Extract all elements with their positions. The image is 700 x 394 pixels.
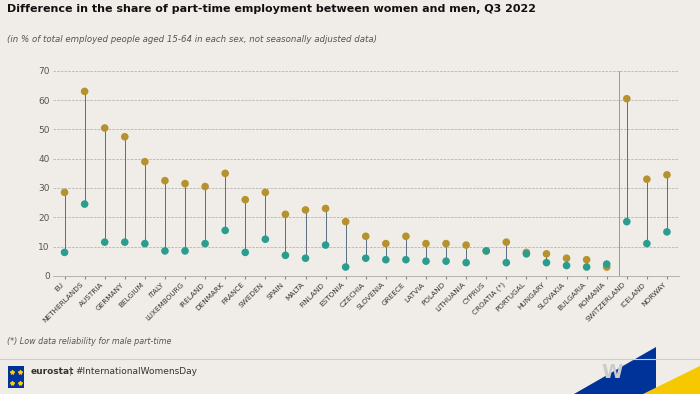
Point [300,255,311,261]
Point [340,219,351,225]
Point [260,189,271,195]
Point [220,227,231,234]
Point [260,236,271,242]
Point [641,176,652,182]
Point [621,219,632,225]
Point [662,229,673,235]
Point [340,264,351,270]
Point [119,239,130,245]
Point [662,172,673,178]
Point [440,258,452,264]
Point [239,197,251,203]
Point [561,255,572,261]
Point [280,252,291,258]
Point [601,261,612,267]
Point [160,248,171,254]
Point [99,239,111,245]
Point [179,180,190,187]
Point [641,240,652,247]
Point [59,249,70,256]
Point [500,239,512,245]
Point [79,88,90,95]
Point [199,183,211,190]
Point [500,260,512,266]
Point [481,248,492,254]
Text: W: W [601,363,622,382]
Point [199,240,211,247]
Point [79,201,90,207]
Point [581,264,592,270]
Text: Difference in the share of part-time employment between women and men, Q3 2022: Difference in the share of part-time emp… [7,4,536,14]
Point [400,233,412,240]
Point [521,251,532,257]
Point [400,256,412,263]
Point [99,125,111,131]
Point [541,251,552,257]
Point [139,158,150,165]
Point [160,178,171,184]
Text: eurostat: eurostat [31,367,74,376]
Text: (in % of total employed people aged 15-64 in each sex, not seasonally adjusted d: (in % of total employed people aged 15-6… [7,35,377,45]
Text: #InternationalWomensDay: #InternationalWomensDay [76,367,197,376]
Point [239,249,251,256]
Point [220,170,231,177]
Point [581,256,592,263]
Point [119,134,130,140]
Point [481,248,492,254]
Point [461,260,472,266]
Point [521,249,532,256]
Point [541,260,552,266]
Point [360,255,371,261]
Point [621,96,632,102]
Point [421,240,432,247]
Point [139,240,150,247]
Polygon shape [643,366,700,394]
Point [320,205,331,212]
Point [461,242,472,248]
Point [561,262,572,269]
Point [280,211,291,217]
Point [601,264,612,270]
Polygon shape [574,347,656,394]
Point [300,207,311,213]
Point [421,258,432,264]
Point [179,248,190,254]
Point [380,240,391,247]
Point [380,256,391,263]
Text: (*) Low data reliability for male part-time: (*) Low data reliability for male part-t… [7,337,172,346]
Text: |: | [69,367,71,376]
Point [320,242,331,248]
Point [440,240,452,247]
Point [360,233,371,240]
Point [59,189,70,195]
